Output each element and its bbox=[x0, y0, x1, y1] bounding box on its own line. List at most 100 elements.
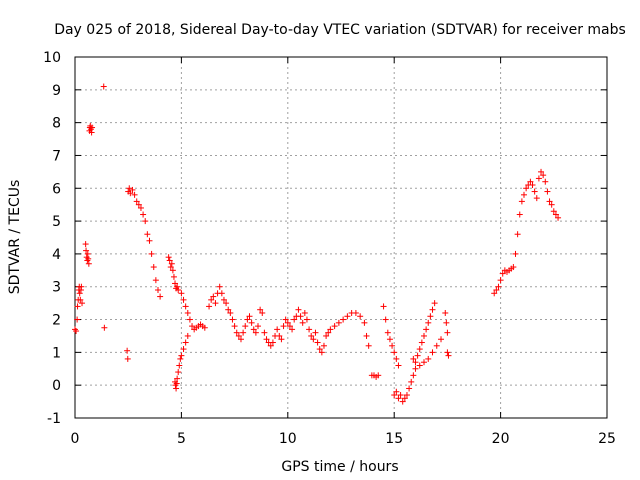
data-point bbox=[212, 300, 219, 307]
data-point bbox=[208, 296, 215, 303]
data-point bbox=[259, 309, 266, 316]
data-point bbox=[150, 264, 157, 271]
x-tick-label: 25 bbox=[598, 431, 616, 447]
data-point bbox=[295, 306, 302, 313]
data-point bbox=[314, 339, 321, 346]
data-point bbox=[274, 326, 281, 333]
data-point bbox=[316, 346, 323, 353]
data-point bbox=[284, 319, 291, 326]
data-point bbox=[176, 362, 183, 369]
y-tick-label: 5 bbox=[52, 214, 61, 230]
data-point bbox=[425, 319, 432, 326]
data-point bbox=[172, 280, 179, 287]
data-point bbox=[344, 313, 351, 320]
data-point bbox=[442, 309, 449, 316]
data-point bbox=[184, 309, 191, 316]
data-point bbox=[289, 326, 296, 333]
data-point bbox=[312, 329, 319, 336]
data-point bbox=[416, 346, 423, 353]
x-tick-label: 15 bbox=[385, 431, 403, 447]
data-point bbox=[444, 329, 451, 336]
data-point bbox=[267, 342, 274, 349]
data-point bbox=[401, 395, 408, 402]
data-point bbox=[127, 190, 134, 197]
y-tick-label: 10 bbox=[43, 50, 61, 66]
data-point bbox=[335, 319, 342, 326]
data-point bbox=[512, 250, 519, 257]
data-point bbox=[418, 339, 425, 346]
data-point bbox=[252, 329, 259, 336]
data-point bbox=[168, 260, 175, 267]
data-point bbox=[542, 178, 549, 185]
data-point bbox=[240, 329, 247, 336]
data-point bbox=[529, 181, 536, 188]
data-point bbox=[146, 237, 153, 244]
data-point bbox=[391, 349, 398, 356]
data-point bbox=[323, 332, 330, 339]
data-point bbox=[352, 309, 359, 316]
data-point bbox=[233, 329, 240, 336]
data-point bbox=[548, 201, 555, 208]
data-point bbox=[361, 319, 368, 326]
data-point bbox=[497, 277, 504, 284]
y-tick-label: 3 bbox=[52, 280, 61, 296]
data-point bbox=[412, 359, 419, 366]
y-tick-label: -1 bbox=[47, 411, 61, 427]
data-point bbox=[210, 293, 217, 300]
data-point bbox=[510, 264, 517, 271]
data-point bbox=[408, 378, 415, 385]
data-point bbox=[375, 372, 382, 379]
data-points bbox=[72, 83, 562, 405]
data-point bbox=[546, 198, 553, 205]
data-point bbox=[412, 365, 419, 372]
x-axis-label: GPS time / hours bbox=[281, 459, 398, 475]
data-point bbox=[235, 332, 242, 339]
data-point bbox=[433, 342, 440, 349]
data-point bbox=[297, 313, 304, 320]
data-point bbox=[174, 283, 181, 290]
data-point bbox=[331, 323, 338, 330]
data-point bbox=[184, 332, 191, 339]
data-point bbox=[301, 309, 308, 316]
data-point bbox=[414, 352, 421, 359]
data-point bbox=[124, 355, 131, 362]
data-point bbox=[514, 231, 521, 238]
data-point bbox=[231, 323, 238, 330]
data-point bbox=[170, 273, 177, 280]
data-point bbox=[291, 316, 298, 323]
data-point bbox=[152, 277, 159, 284]
data-point bbox=[82, 241, 89, 248]
data-point bbox=[244, 316, 251, 323]
plot-frame bbox=[74, 56, 608, 419]
data-point bbox=[491, 290, 498, 297]
data-point bbox=[182, 303, 189, 310]
data-point bbox=[180, 346, 187, 353]
data-point bbox=[365, 342, 372, 349]
data-point bbox=[220, 296, 227, 303]
data-point bbox=[533, 195, 540, 202]
data-point bbox=[246, 313, 253, 320]
data-point bbox=[393, 355, 400, 362]
data-point bbox=[552, 211, 559, 218]
data-point bbox=[340, 316, 347, 323]
data-point bbox=[538, 168, 545, 175]
data-point bbox=[429, 306, 436, 313]
data-point bbox=[399, 398, 406, 405]
x-tick-label: 0 bbox=[71, 431, 80, 447]
data-point bbox=[257, 306, 264, 313]
data-point bbox=[410, 372, 417, 379]
x-tick-label: 5 bbox=[177, 431, 186, 447]
data-point bbox=[165, 254, 172, 261]
y-tick-label: 1 bbox=[52, 345, 61, 361]
data-point bbox=[218, 290, 225, 297]
data-point bbox=[535, 175, 542, 182]
data-point bbox=[325, 329, 332, 336]
data-point bbox=[167, 264, 174, 271]
data-point bbox=[182, 339, 189, 346]
data-point bbox=[180, 296, 187, 303]
data-point bbox=[403, 392, 410, 399]
data-point bbox=[73, 328, 80, 335]
data-point bbox=[380, 303, 387, 310]
data-point bbox=[133, 198, 140, 205]
